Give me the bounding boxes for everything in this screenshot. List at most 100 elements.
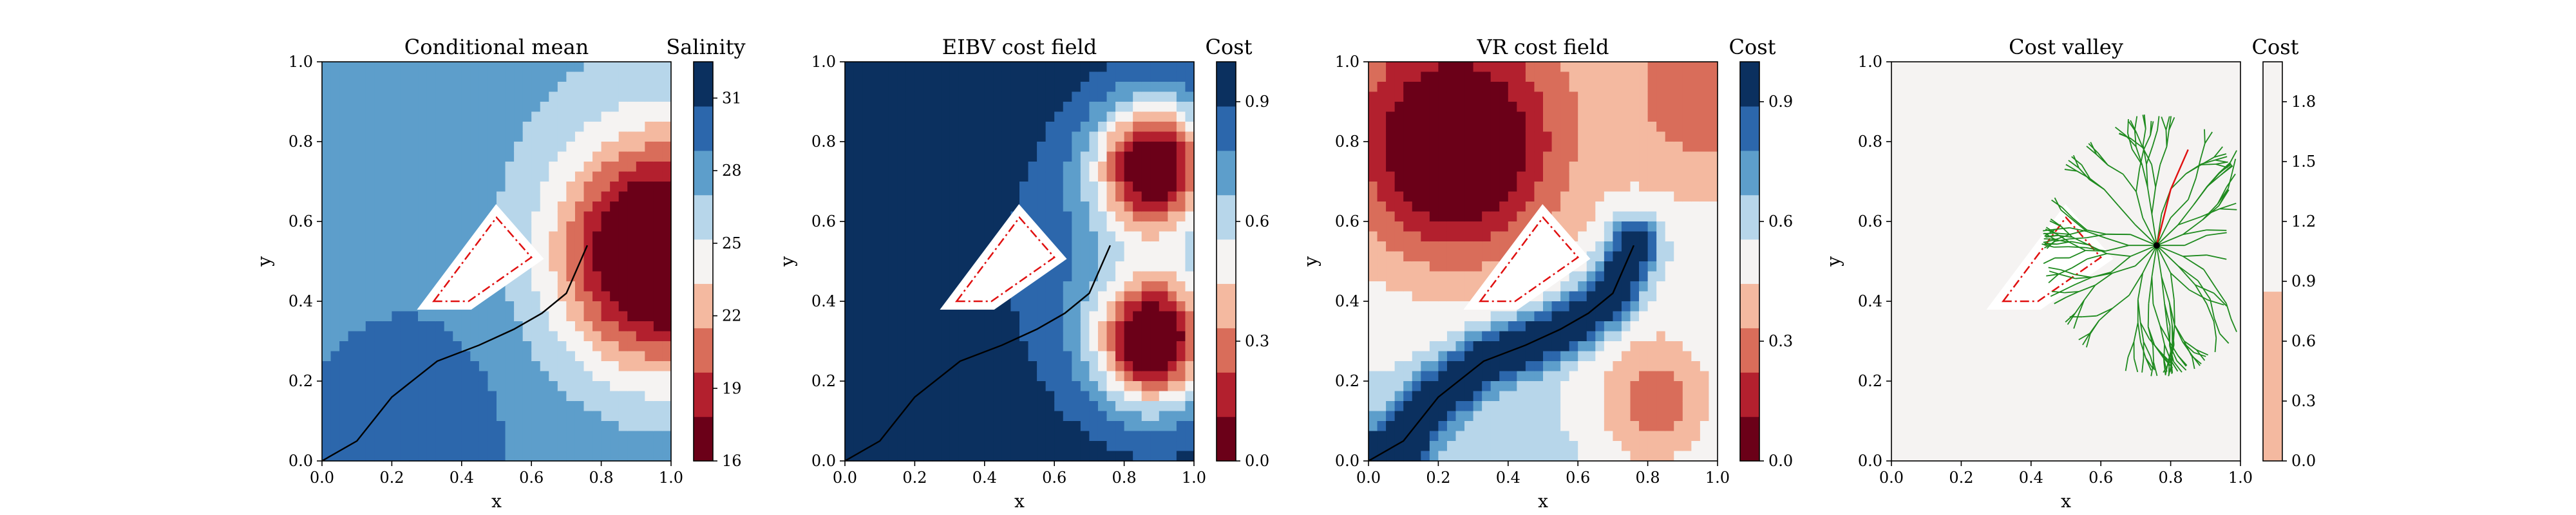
heat-cell [1490,381,1500,392]
heat-cell [444,411,453,422]
heat-cell [653,291,663,302]
heat-cell [1674,281,1683,292]
heat-cell [1368,321,1378,332]
heat-cell [505,371,515,382]
heat-cell [1665,131,1674,142]
heat-cell [488,162,497,173]
heat-cell [383,291,392,302]
heat-cell [1394,411,1404,422]
heat-cell [1525,411,1535,422]
heat-cell [1621,62,1631,73]
heat-cell [1159,191,1168,202]
heat-cell [461,351,471,362]
heat-cell [1115,122,1125,133]
heat-cell [888,371,898,382]
y-tick-label: 0.4 [1335,292,1359,310]
heat-cell [549,351,558,362]
heat-cell [1508,441,1517,452]
heat-cell [905,451,915,462]
heat-cell [1159,221,1168,232]
heat-cell [1386,331,1396,342]
heat-cell [1394,171,1404,182]
heat-cell [592,331,602,342]
heat-cell [627,361,637,372]
heat-cell [1089,291,1099,302]
heat-cell [1446,171,1457,182]
heat-cell [348,341,357,352]
heat-cell [1647,361,1657,372]
heat-cell [497,162,506,173]
heat-cell [1682,421,1692,432]
heat-cell [662,431,672,442]
heat-cell [1368,361,1378,372]
heat-cell [662,211,672,222]
heat-cell [583,271,593,282]
heat-cell [488,331,497,342]
heat-cell [880,162,889,173]
heat-cell [1168,271,1177,282]
heat-cell [1674,251,1683,262]
heat-cell [1019,151,1029,162]
colorbar-label: Cost [1205,35,1252,59]
heat-cell [1543,301,1553,312]
heat-cell [1368,411,1378,422]
heat-cell [1394,381,1404,392]
heat-cell [1490,142,1500,153]
heat-cell [497,102,506,113]
heat-cell [905,122,915,133]
heat-cell [365,281,375,292]
heat-cell [400,142,410,153]
heat-cell [662,261,672,272]
heat-cell [522,441,532,452]
heat-cell [383,191,392,202]
heat-cell [1674,62,1683,73]
heat-cell [339,251,349,262]
heat-cell [1001,142,1012,153]
heat-cell [1621,122,1631,133]
heat-cell [1674,301,1683,312]
heat-cell [923,271,933,282]
heat-cell [392,82,401,93]
heat-cell [1063,231,1072,242]
heat-cell [348,221,357,232]
heat-cell [941,241,951,252]
heat-cell [1438,221,1448,232]
heat-cell [1569,91,1578,102]
heat-cell [897,182,907,192]
heat-cell [1499,391,1509,402]
heat-cell [1647,201,1657,212]
heat-cell [1560,441,1570,452]
heat-cell [1517,411,1526,422]
heat-cell [1037,301,1046,312]
heat-cell [1141,241,1151,252]
heat-cell [514,91,524,102]
heat-cell [453,162,462,173]
heat-cell [409,271,419,282]
heat-cell [601,91,611,102]
heat-cell [1473,62,1482,73]
heat-cell [1639,301,1649,312]
heat-cell [1534,111,1544,122]
heat-cell [1037,182,1046,192]
heat-cell [1185,401,1195,412]
heat-cell [941,151,951,162]
heat-cell [923,391,933,402]
heat-cell [1054,62,1064,73]
heat-cell [1080,411,1090,422]
heat-cell [374,142,384,153]
heat-cell [1072,211,1081,222]
heat-cell [653,421,663,432]
heat-cell [1551,391,1561,402]
heat-cell [1621,171,1631,182]
heat-cell [522,301,532,312]
heat-cell [392,291,401,302]
heat-cell [1421,421,1430,432]
heat-cell [610,351,620,362]
heat-cell [1124,421,1133,432]
heat-cell [645,261,654,272]
heat-cell [1176,451,1186,462]
heat-cell [1613,131,1622,142]
heat-cell [1508,71,1517,82]
heat-cell [932,391,942,402]
heat-cell [392,341,401,352]
